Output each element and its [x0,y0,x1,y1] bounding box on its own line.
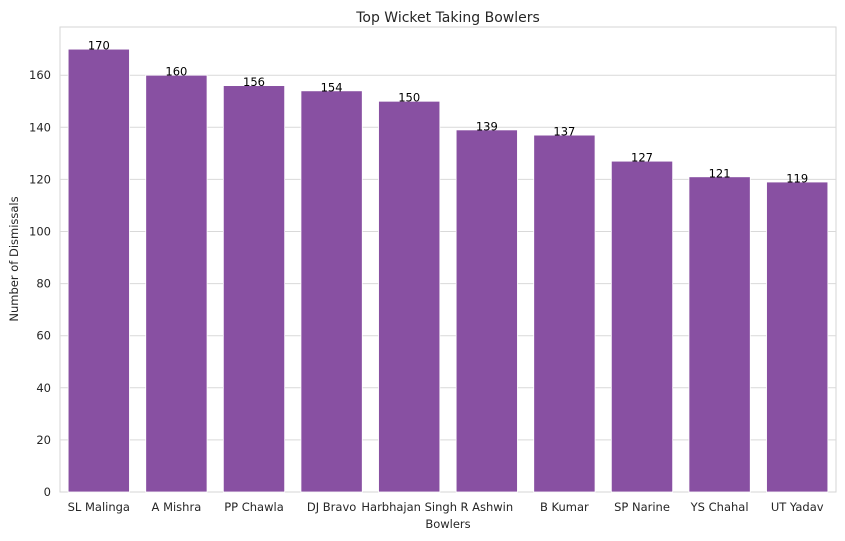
y-tick-label: 160 [29,68,51,82]
bar [689,177,750,492]
x-tick-label: A Mishra [152,500,202,514]
x-tick-labels: SL Malinga A Mishra PP Chawla DJ Bravo Harbh… [68,500,824,514]
x-tick-label: SP Narine [614,500,670,514]
y-tick-label: 140 [29,120,51,134]
y-tick-label: 40 [36,381,51,395]
y-tick-label: 60 [36,329,51,343]
bar [301,91,362,492]
x-axis-title: Bowlers [425,517,470,531]
bar [767,182,828,492]
data-label: 154 [321,80,343,94]
data-label: 121 [709,166,731,180]
x-tick-label: SL Malinga [68,500,130,514]
bar [146,75,207,492]
y-tick-label: 100 [29,224,51,238]
x-tick-label: DJ Bravo [307,500,356,514]
y-axis-title: Number of Dismissals [7,196,21,321]
x-tick-label: UT Yadav [771,500,824,514]
bar [534,135,595,492]
bar [68,49,129,492]
data-label: 127 [631,151,653,165]
data-label: 156 [243,75,265,89]
y-tick-labels: 0 20 40 60 80 100 120 140 160 [29,68,51,499]
data-label: 170 [88,39,110,53]
data-label: 119 [786,172,808,186]
bar [456,130,517,492]
bar [223,86,284,492]
data-label: 139 [476,119,498,133]
y-tick-label: 0 [44,485,51,499]
bar [611,161,672,492]
chart-title: Top Wicket Taking Bowlers [355,10,540,26]
bar [379,101,440,492]
x-tick-label: YS Chahal [690,500,749,514]
y-tick-label: 20 [36,433,51,447]
data-label: 137 [553,125,575,139]
x-tick-label: R Ashwin [460,500,513,514]
data-label: 150 [398,91,420,105]
x-tick-label: PP Chawla [224,500,284,514]
x-tick-label: Harbhajan Singh [361,500,457,514]
data-label: 160 [165,65,187,79]
y-tick-label: 120 [29,172,51,186]
x-tick-label: B Kumar [540,500,589,514]
y-tick-label: 80 [36,277,51,291]
